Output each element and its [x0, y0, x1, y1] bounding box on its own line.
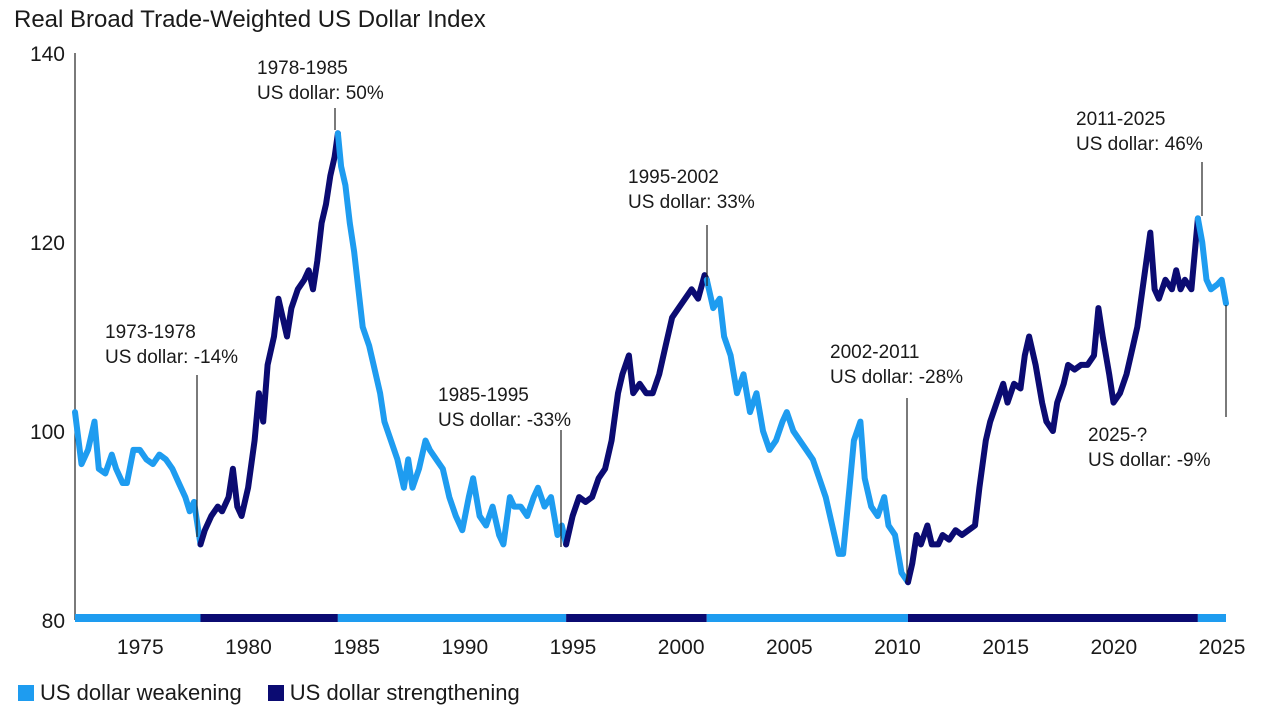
series-line-strengthening	[905, 215, 1201, 586]
annotation-change-label: US dollar: -14%	[105, 347, 238, 368]
x-tick-label: 1995	[550, 636, 597, 659]
annotation-2011-2025: 2011-2025 US dollar: 46%	[1076, 109, 1203, 216]
legend: US dollar weakening US dollar strengthen…	[18, 680, 520, 706]
x-tick-label: 1975	[117, 636, 164, 659]
series-line-weakening	[334, 130, 570, 548]
period-band-strengthening	[200, 614, 338, 622]
series-line-weakening	[72, 409, 204, 548]
annotation-period-label: 1985-1995	[438, 385, 529, 406]
annotation-change-label: US dollar: 33%	[628, 192, 755, 213]
y-tick-label: 120	[30, 232, 65, 255]
legend-label-weakening: US dollar weakening	[40, 680, 242, 705]
x-tick-label: 2010	[874, 636, 921, 659]
annotation-change-label: US dollar: -33%	[438, 410, 571, 431]
period-band-strengthening	[566, 614, 707, 622]
annotation-period-label: 1978-1985	[257, 58, 348, 79]
x-tick-label: 1990	[441, 636, 488, 659]
legend-item-weakening: US dollar weakening	[18, 680, 242, 706]
x-tick-label: 1985	[333, 636, 380, 659]
y-tick-label: 100	[30, 421, 65, 444]
x-tick-label: 1980	[225, 636, 272, 659]
period-band-strengthening	[907, 614, 1198, 622]
annotation-period-label: 1973-1978	[105, 322, 196, 343]
annotation-2002-2011: 2002-2011 US dollar: -28%	[830, 342, 963, 582]
annotation-change-label: US dollar: 50%	[257, 83, 384, 104]
series-line-strengthening	[197, 130, 341, 548]
y-tick-label: 80	[42, 610, 65, 633]
series-line-weakening	[1194, 215, 1229, 307]
x-tick-label: 2005	[766, 636, 813, 659]
period-band-weakening	[337, 614, 567, 622]
annotation-1978-1985: 1978-1985 US dollar: 50%	[257, 58, 384, 130]
legend-item-strengthening: US dollar strengthening	[267, 680, 520, 706]
annotation-1973-1978: 1973-1978 US dollar: -14%	[105, 322, 238, 537]
annotation-1995-2002: 1995-2002 US dollar: 33%	[628, 167, 755, 286]
annotation-change-label: US dollar: 46%	[1076, 134, 1203, 155]
series-line-strengthening	[563, 272, 710, 548]
x-tick-label: 2015	[982, 636, 1029, 659]
annotation-2025-?: 2025-? US dollar: -9%	[1088, 305, 1227, 471]
legend-swatch-strengthening	[267, 685, 284, 701]
annotation-change-label: US dollar: -28%	[830, 367, 963, 388]
x-tick-label: 2025	[1199, 636, 1246, 659]
annotation-period-label: 2025-?	[1088, 425, 1147, 446]
x-tick-label: 2000	[658, 636, 705, 659]
annotation-period-label: 2011-2025	[1076, 109, 1165, 130]
annotation-period-label: 2002-2011	[830, 342, 919, 363]
chart-title: Real Broad Trade-Weighted US Dollar Inde…	[14, 6, 486, 33]
period-band-weakening	[1197, 614, 1226, 622]
annotation-period-label: 1995-2002	[628, 167, 719, 188]
period-band-weakening	[75, 614, 201, 622]
y-tick-label: 140	[30, 43, 65, 66]
annotation-1985-1995: 1985-1995 US dollar: -33%	[438, 385, 571, 547]
annotation-change-label: US dollar: -9%	[1088, 450, 1211, 471]
x-tick-label: 2020	[1091, 636, 1138, 659]
period-band-weakening	[706, 614, 908, 622]
legend-swatch-weakening	[18, 685, 34, 701]
legend-label-strengthening: US dollar strengthening	[289, 680, 520, 705]
series-line-weakening	[703, 276, 911, 586]
